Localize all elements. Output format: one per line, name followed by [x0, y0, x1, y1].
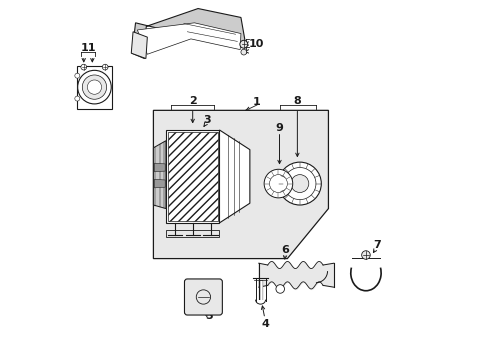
Polygon shape	[154, 163, 165, 172]
Polygon shape	[165, 130, 219, 223]
Polygon shape	[165, 230, 219, 237]
Circle shape	[81, 64, 86, 70]
Circle shape	[102, 64, 108, 70]
Polygon shape	[131, 32, 147, 59]
Polygon shape	[153, 111, 328, 258]
Circle shape	[75, 73, 80, 78]
Text: 11: 11	[80, 43, 96, 53]
Text: 3: 3	[203, 115, 210, 125]
Text: 8: 8	[293, 96, 301, 106]
Circle shape	[82, 75, 106, 99]
Circle shape	[278, 162, 321, 205]
Polygon shape	[154, 179, 165, 188]
Polygon shape	[77, 66, 111, 109]
Polygon shape	[258, 263, 267, 287]
Polygon shape	[153, 141, 165, 208]
Polygon shape	[323, 263, 333, 287]
Text: 4: 4	[262, 319, 269, 329]
FancyBboxPatch shape	[184, 279, 222, 315]
Circle shape	[87, 80, 102, 94]
Circle shape	[78, 70, 111, 104]
Text: 1: 1	[253, 97, 260, 107]
Text: 7: 7	[373, 240, 381, 250]
Text: 10: 10	[248, 39, 264, 49]
Text: 9: 9	[275, 123, 283, 133]
Circle shape	[240, 40, 247, 48]
Text: 2: 2	[188, 96, 196, 106]
Circle shape	[241, 49, 246, 55]
Polygon shape	[219, 130, 249, 223]
Text: 6: 6	[281, 245, 289, 255]
Polygon shape	[137, 23, 241, 54]
Polygon shape	[132, 9, 246, 59]
Circle shape	[264, 169, 292, 198]
Circle shape	[275, 285, 284, 293]
Circle shape	[361, 251, 369, 259]
Circle shape	[290, 175, 308, 193]
Text: 5: 5	[204, 311, 212, 321]
Circle shape	[75, 96, 80, 101]
